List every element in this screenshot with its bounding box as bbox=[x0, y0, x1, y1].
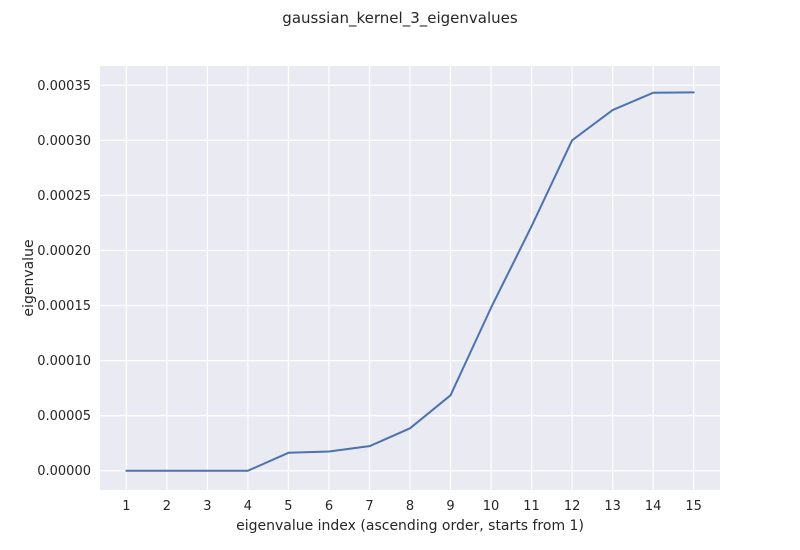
x-tick-label: 10 bbox=[483, 499, 500, 514]
x-tick-label: 5 bbox=[284, 499, 292, 514]
y-axis-label: eigenvalue bbox=[21, 239, 37, 316]
x-tick-label: 12 bbox=[564, 499, 581, 514]
x-tick-label: 11 bbox=[523, 499, 540, 514]
series-layer bbox=[125, 91, 695, 472]
series-line bbox=[125, 91, 695, 472]
x-tick-label: 13 bbox=[604, 499, 621, 514]
y-axis-ticks: 0.00000 0.00005 0.00010 0.00015 0.00020 0.000… bbox=[37, 79, 91, 479]
x-tick-label: 8 bbox=[406, 499, 414, 514]
x-tick-label: 3 bbox=[203, 499, 211, 514]
x-axis-label: eigenvalue index (ascending order, start… bbox=[236, 518, 584, 534]
chart-title: gaussian_kernel_3_eigenvalues bbox=[282, 9, 518, 28]
x-tick-label: 1 bbox=[122, 499, 130, 514]
y-tick-label: 0.00020 bbox=[37, 244, 91, 259]
x-tick-label: 14 bbox=[645, 499, 662, 514]
y-tick-label: 0.00005 bbox=[37, 409, 91, 424]
x-tick-label: 15 bbox=[685, 499, 702, 514]
x-tick-label: 9 bbox=[446, 499, 454, 514]
y-tick-label: 0.00015 bbox=[37, 299, 91, 314]
y-tick-label: 0.00035 bbox=[37, 79, 91, 94]
x-tick-label: 7 bbox=[365, 499, 373, 514]
y-tick-label: 0.00000 bbox=[37, 464, 91, 479]
y-tick-label: 0.00010 bbox=[37, 354, 91, 369]
x-tick-label: 2 bbox=[163, 499, 171, 514]
x-grid bbox=[125, 66, 695, 490]
y-tick-label: 0.00030 bbox=[37, 134, 91, 149]
y-tick-label: 0.00025 bbox=[37, 189, 91, 204]
x-axis-ticks: 1 2 3 4 5 6 7 8 9 10 11 12 13 14 15 bbox=[122, 499, 702, 514]
x-tick-label: 6 bbox=[325, 499, 333, 514]
x-tick-label: 4 bbox=[244, 499, 252, 514]
